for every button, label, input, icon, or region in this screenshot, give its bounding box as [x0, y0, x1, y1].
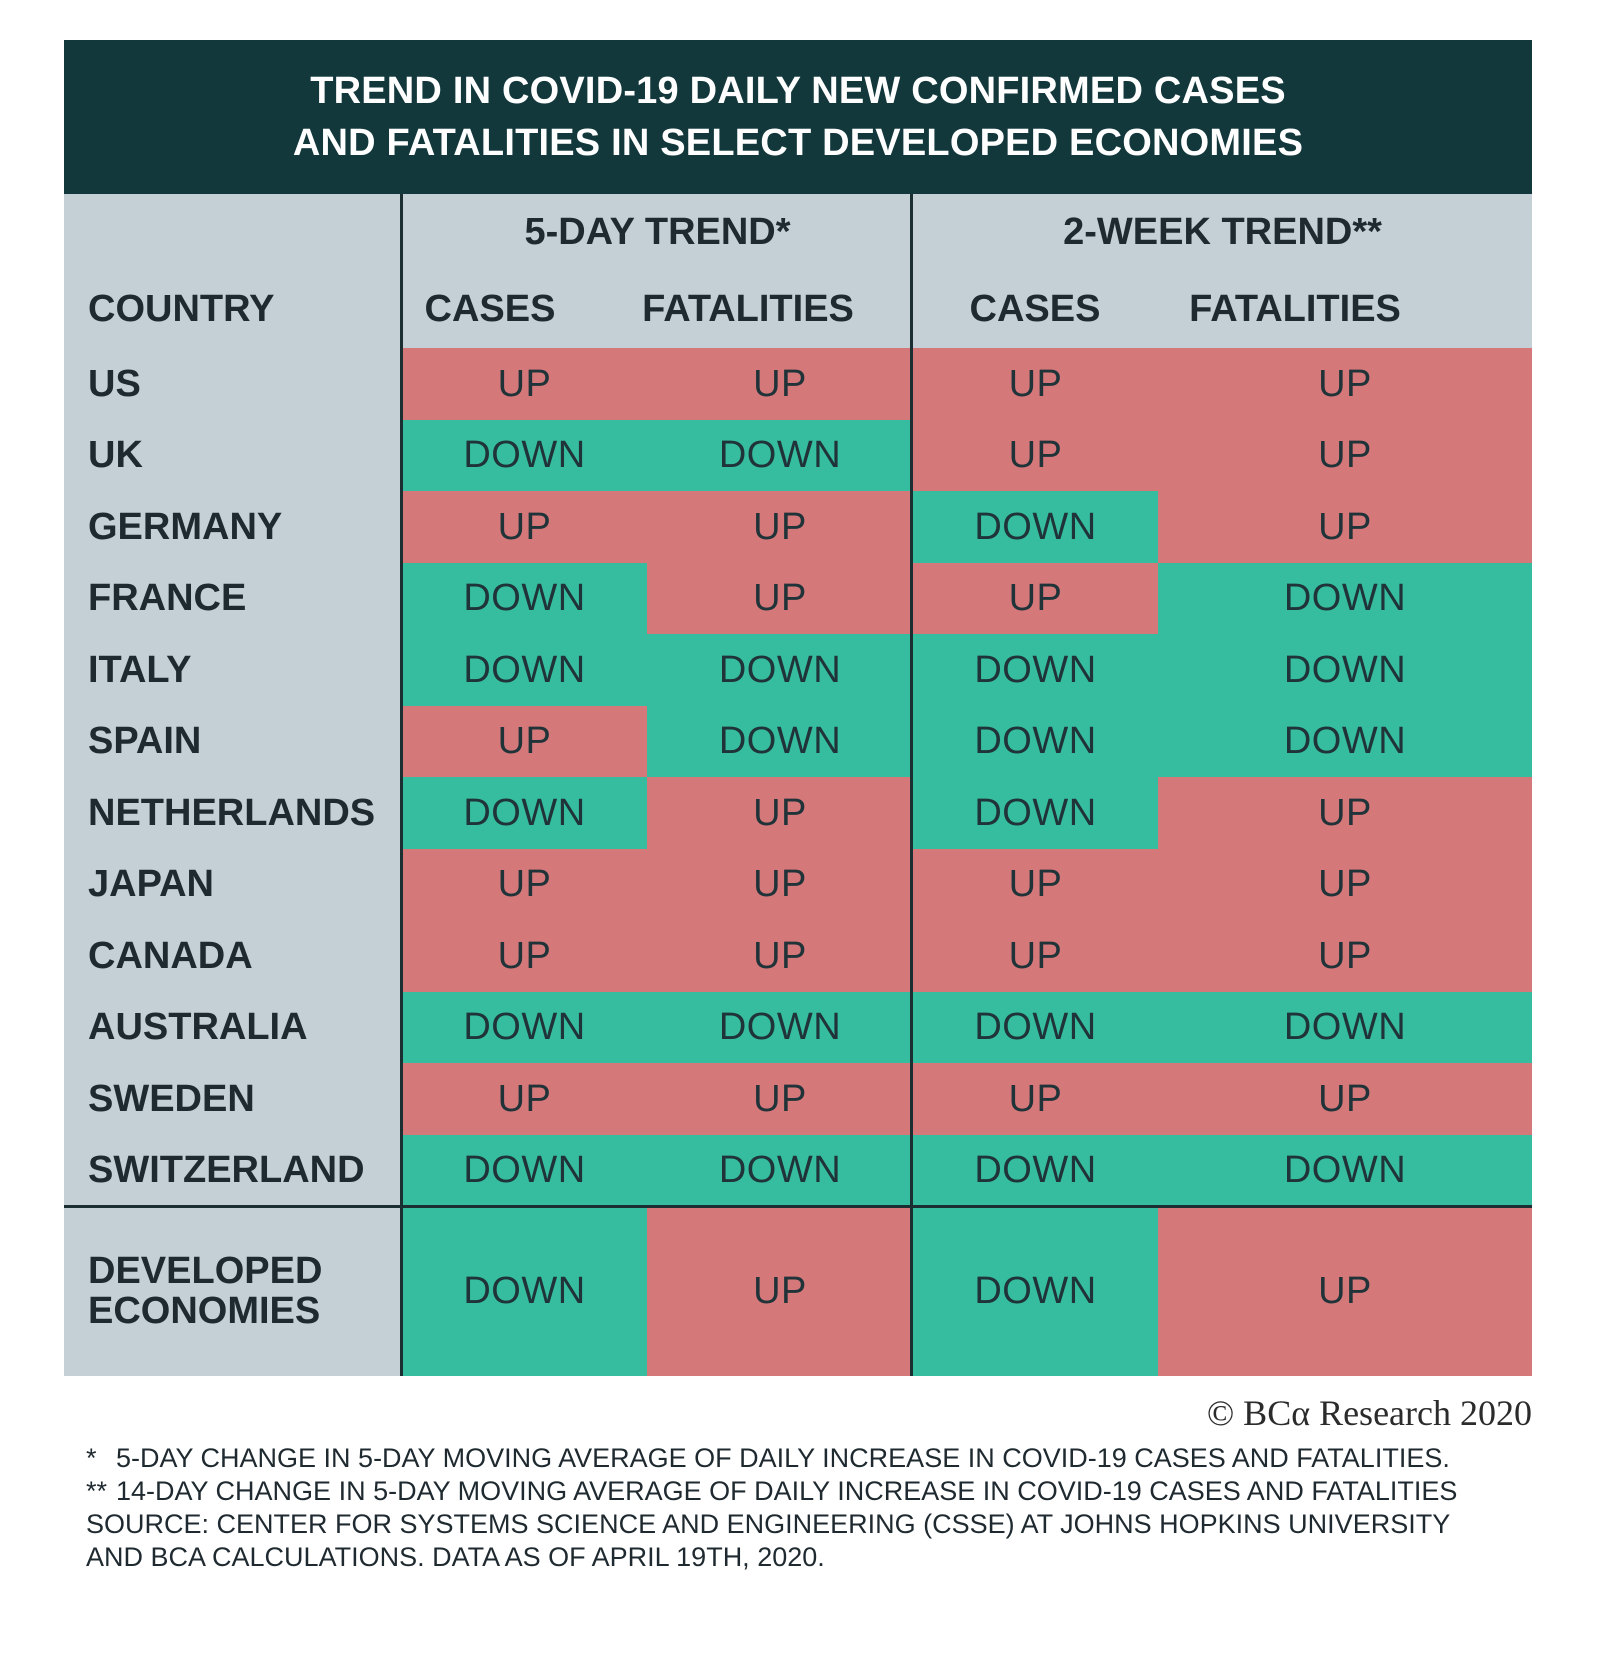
column-header-1: CASES [424, 287, 556, 330]
footnote-1-mark: * [86, 1443, 97, 1473]
trend-cell: DOWN [402, 1134, 647, 1207]
trend-cell: UP [913, 920, 1158, 992]
title-line-2: AND FATALITIES IN SELECT DEVELOPED ECONO… [292, 122, 1304, 164]
country-label: AUSTRALIA [88, 1006, 308, 1049]
column-header-2: FATALITIES [642, 287, 854, 330]
trend-cell: UP [647, 848, 913, 921]
trend-cell: UP [402, 705, 647, 778]
trend-cell: DOWN [913, 634, 1158, 706]
total-trend-cell: DOWN [402, 1206, 647, 1376]
trend-cell: DOWN [1158, 1134, 1532, 1207]
trend-cell: DOWN [402, 991, 647, 1064]
title-line-1: TREND IN COVID-19 DAILY NEW CONFIRMED CA… [310, 70, 1286, 112]
trend-cell: UP [1158, 777, 1532, 849]
trend-cell: DOWN [1158, 634, 1532, 706]
trend-cell: UP [402, 848, 647, 921]
group-header-5day: 5-DAY TREND* [524, 210, 791, 253]
chart-title: TREND IN COVID-19 DAILY NEW CONFIRMED CA… [64, 40, 1532, 194]
trend-cell: DOWN [913, 705, 1158, 778]
trend-cell: DOWN [913, 777, 1158, 849]
total-trend-cell: UP [647, 1206, 913, 1376]
trend-cell: UP [402, 348, 647, 420]
country-label: SWEDEN [88, 1077, 255, 1120]
country-label: NETHERLANDS [88, 791, 376, 834]
trend-table: 5-DAY TREND* 2-WEEK TREND** COUNTRY CASE… [64, 194, 1532, 1376]
trend-cell: DOWN [402, 777, 647, 849]
column-divider [910, 194, 913, 1376]
trend-cell: DOWN [1158, 991, 1532, 1064]
group-header-2week: 2-WEEK TREND** [1063, 210, 1382, 253]
trend-cell: UP [647, 777, 913, 849]
copyright: © BCα Research 2020 [1206, 1393, 1532, 1433]
country-label: UK [88, 434, 143, 477]
country-column-header: COUNTRY [88, 287, 275, 330]
trend-cell: DOWN [647, 1134, 913, 1207]
footnote-2-mark: ** [86, 1476, 108, 1506]
footnote-1: * 5-DAY CHANGE IN 5-DAY MOVING AVERAGE O… [86, 1442, 1466, 1475]
source-note: SOURCE: CENTER FOR SYSTEMS SCIENCE AND E… [86, 1509, 1450, 1572]
country-label: SPAIN [88, 720, 202, 763]
country-label: JAPAN [88, 863, 214, 906]
trend-cell: DOWN [913, 1134, 1158, 1207]
trend-cell: UP [913, 1063, 1158, 1135]
trend-cell: UP [913, 562, 1158, 635]
trend-cell: DOWN [402, 634, 647, 706]
trend-cell: UP [913, 848, 1158, 921]
trend-cell: UP [913, 419, 1158, 492]
country-label: SWITZERLAND [88, 1149, 365, 1192]
trend-cell: UP [647, 1063, 913, 1135]
trend-cell: DOWN [1158, 705, 1532, 778]
trend-cell: DOWN [647, 419, 913, 492]
country-label: GERMANY [88, 505, 283, 548]
country-label: FRANCE [88, 577, 247, 620]
trend-cell: UP [647, 920, 913, 992]
trend-cell: UP [647, 348, 913, 420]
footnotes: * 5-DAY CHANGE IN 5-DAY MOVING AVERAGE O… [86, 1442, 1466, 1574]
trend-cell: DOWN [402, 562, 647, 635]
trend-cell: UP [1158, 1063, 1532, 1135]
trend-cell: UP [402, 1063, 647, 1135]
trend-cell: UP [402, 491, 647, 563]
footnote-2: ** 14-DAY CHANGE IN 5-DAY MOVING AVERAGE… [86, 1475, 1466, 1508]
country-label: US [88, 362, 141, 405]
trend-cell: UP [647, 491, 913, 563]
total-row-label-line: ECONOMIES [88, 1290, 321, 1332]
country-label: ITALY [88, 648, 192, 691]
trend-cell: UP [913, 348, 1158, 420]
trend-cell: DOWN [402, 419, 647, 492]
trend-cell: UP [1158, 491, 1532, 563]
total-row-divider [64, 1204, 1532, 1208]
total-row-label: DEVELOPED ECONOMIES [64, 1206, 427, 1376]
trend-cell: DOWN [647, 705, 913, 778]
trend-cell: DOWN [647, 991, 913, 1064]
trend-cell: UP [1158, 848, 1532, 921]
trend-cell: UP [1158, 348, 1532, 420]
total-trend-cell: UP [1158, 1206, 1532, 1376]
country-label: CANADA [88, 934, 253, 977]
column-header-3: CASES [969, 287, 1101, 330]
trend-cell: DOWN [647, 634, 913, 706]
column-divider [400, 194, 403, 1376]
total-row-label-line: DEVELOPED [88, 1250, 323, 1292]
column-header-4: FATALITIES [1189, 287, 1401, 330]
total-trend-cell: DOWN [913, 1206, 1158, 1376]
trend-cell: DOWN [1158, 562, 1532, 635]
trend-cell: DOWN [913, 491, 1158, 563]
trend-cell: UP [647, 562, 913, 635]
footnote-2-text: 14-DAY CHANGE IN 5-DAY MOVING AVERAGE OF… [116, 1476, 1458, 1506]
footnote-1-text: 5-DAY CHANGE IN 5-DAY MOVING AVERAGE OF … [116, 1443, 1450, 1473]
trend-cell: UP [402, 920, 647, 992]
chart-container: TREND IN COVID-19 DAILY NEW CONFIRMED CA… [64, 40, 1532, 1376]
trend-cell: DOWN [913, 991, 1158, 1064]
trend-cell: UP [1158, 419, 1532, 492]
trend-cell: UP [1158, 920, 1532, 992]
